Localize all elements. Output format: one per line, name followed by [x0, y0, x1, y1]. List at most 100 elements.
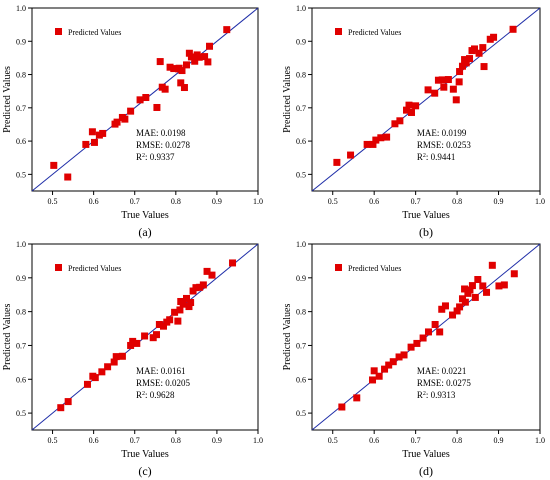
- metric-text: MAE: 0.0221: [417, 366, 467, 376]
- data-point: [471, 293, 479, 301]
- data-point: [83, 380, 91, 388]
- data-point: [156, 58, 164, 66]
- y-tick-label: 0.7: [296, 104, 306, 113]
- data-point: [436, 328, 444, 336]
- x-axis-label: True Values: [402, 210, 450, 221]
- metric-text: MAE: 0.0199: [417, 128, 467, 138]
- data-point: [369, 140, 377, 148]
- data-point: [153, 331, 161, 339]
- data-point: [483, 288, 491, 296]
- y-tick-label: 0.8: [16, 71, 26, 80]
- data-point: [179, 300, 187, 308]
- data-point: [475, 49, 483, 57]
- y-tick-label: 0.9: [16, 37, 26, 46]
- data-point: [400, 351, 408, 359]
- data-point: [229, 259, 237, 267]
- plot-frame: [31, 7, 259, 192]
- data-point: [187, 299, 195, 307]
- data-point: [196, 283, 204, 291]
- data-point: [461, 285, 469, 293]
- data-point: [438, 305, 446, 313]
- x-tick-label: 0.6: [89, 436, 99, 445]
- data-point: [488, 261, 496, 269]
- y-tick-label: 0.5: [16, 409, 26, 418]
- x-tick-label: 0.9: [494, 197, 504, 206]
- x-tick-label: 0.9: [212, 197, 222, 206]
- metric-text: RMSE: 0.0275: [417, 378, 472, 388]
- y-tick-label: 0.7: [16, 341, 26, 350]
- y-tick-label: 0.5: [296, 409, 306, 418]
- x-tick-label: 0.7: [130, 197, 140, 206]
- data-point: [178, 67, 186, 75]
- x-tick-label: 1.0: [535, 197, 545, 206]
- data-point: [389, 358, 397, 366]
- data-point: [187, 53, 195, 61]
- metric-text: MAE: 0.0161: [136, 366, 186, 376]
- data-point: [185, 49, 193, 57]
- data-point: [385, 361, 393, 369]
- x-tick-label: 0.8: [452, 197, 462, 206]
- data-point: [177, 79, 185, 87]
- data-point: [480, 63, 488, 71]
- data-point: [129, 337, 137, 345]
- data-point: [99, 129, 107, 137]
- data-point: [174, 317, 182, 325]
- data-point: [180, 84, 188, 92]
- y-tick-label: 0.6: [296, 137, 306, 146]
- data-point: [333, 158, 341, 166]
- data-point: [166, 316, 174, 324]
- plot-frame: [31, 243, 259, 431]
- panel-caption: (c): [138, 464, 151, 478]
- data-point: [405, 101, 413, 109]
- data-point: [466, 286, 474, 294]
- x-tick-label: 0.6: [369, 436, 379, 445]
- legend-label: Predicted Values: [348, 28, 401, 37]
- data-point: [509, 25, 517, 33]
- data-point: [453, 307, 461, 315]
- x-axis-label: True Values: [121, 210, 169, 221]
- x-tick-label: 0.5: [48, 436, 58, 445]
- x-tick-label: 0.6: [89, 197, 99, 206]
- chart-panel-b: 0.5 0.6 0.7 0.8 0.9 1.0 0.5 0.6 0.7 0.8 0.9 1.0 True…: [282, 4, 545, 239]
- data-point: [495, 282, 503, 290]
- x-tick-label: 0.7: [130, 436, 140, 445]
- chart-panel-c: 0.5 0.6 0.7 0.8 0.9 1.0 0.5 0.6 0.7 0.8 0.9 1.0 True…: [2, 240, 263, 478]
- data-point: [113, 118, 121, 126]
- data-point: [468, 282, 476, 290]
- y-tick-label: 0.6: [16, 137, 26, 146]
- data-point: [431, 320, 439, 328]
- data-point: [82, 140, 90, 148]
- data-point: [192, 284, 200, 292]
- data-point: [441, 302, 449, 310]
- y-tick-label: 0.8: [296, 308, 306, 317]
- data-point: [438, 76, 446, 84]
- data-point: [419, 334, 427, 342]
- data-point: [403, 106, 411, 114]
- data-point: [424, 328, 432, 336]
- data-point: [112, 353, 120, 361]
- y-tick-label: 0.7: [16, 104, 26, 113]
- data-point: [142, 94, 150, 102]
- data-point: [370, 367, 378, 375]
- data-point: [90, 138, 98, 146]
- data-point: [471, 45, 479, 53]
- metric-text: R2: 0.9628: [136, 390, 175, 400]
- metric-text: RMSE: 0.0205: [136, 378, 191, 388]
- data-point: [50, 161, 58, 169]
- data-point: [170, 65, 178, 73]
- y-axis-label: Predicted Values: [282, 304, 293, 371]
- y-tick-label: 1.0: [296, 4, 306, 13]
- metric-text: R2: 0.9337: [136, 152, 175, 162]
- x-tick-label: 1.0: [253, 197, 263, 206]
- data-point: [466, 55, 474, 63]
- data-point: [206, 42, 214, 50]
- data-point: [455, 78, 463, 86]
- data-point: [161, 85, 169, 93]
- legend-marker: [55, 264, 62, 271]
- chart-panel-a: 0.5 0.6 0.7 0.8 0.9 1.0 0.5 0.6 0.7 0.8 0.9 1.0 True…: [2, 4, 263, 239]
- data-point: [57, 404, 65, 412]
- data-point: [412, 102, 420, 110]
- data-point: [127, 107, 135, 115]
- data-point: [201, 53, 209, 61]
